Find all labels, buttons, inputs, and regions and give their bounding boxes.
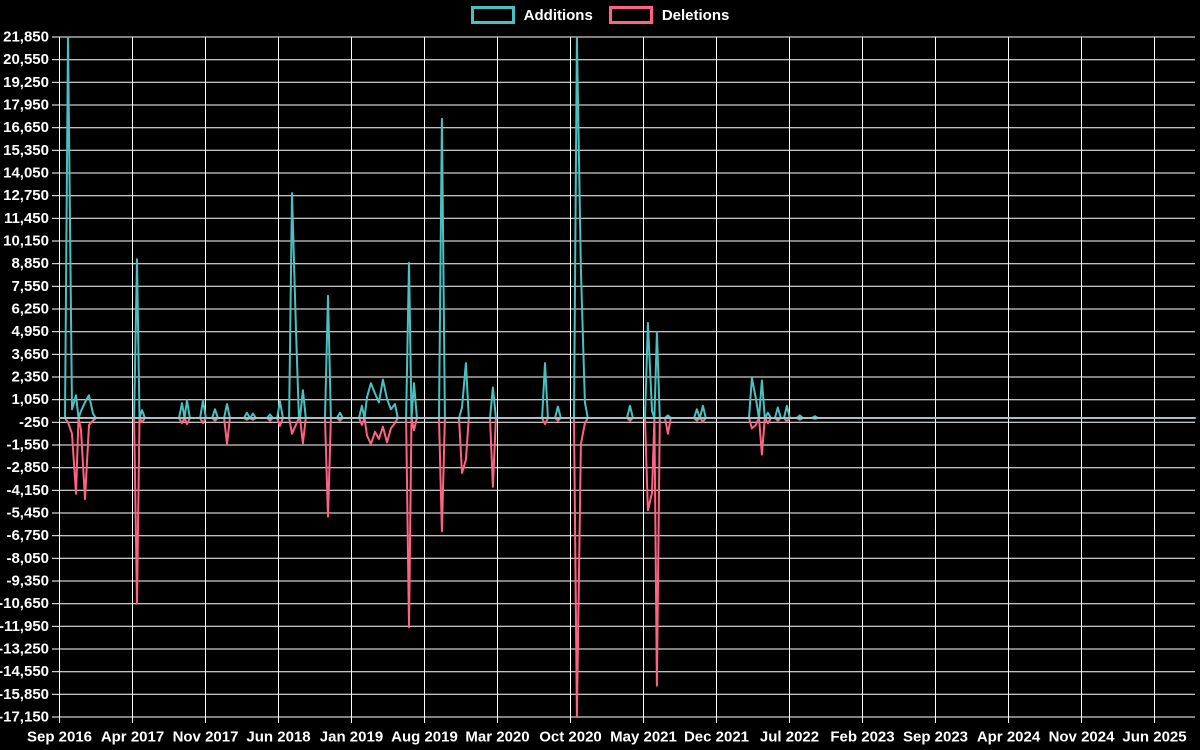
additions-line — [64, 36, 1196, 419]
chart-legend: Additions Deletions — [0, 6, 1200, 24]
x-tick-label: Nov 2017 — [173, 729, 239, 746]
y-tick-label: -250 — [19, 414, 49, 431]
y-tick-label: -2,850 — [6, 459, 49, 476]
x-tick-label: Apr 2017 — [101, 729, 164, 746]
y-tick-label: -5,450 — [6, 505, 49, 522]
x-tick-label: Jun 2025 — [1122, 729, 1186, 746]
y-tick-label: -11,950 — [0, 618, 49, 635]
x-tick-label: Nov 2024 — [1049, 729, 1116, 746]
deletions-swatch-icon — [608, 6, 653, 24]
x-tick-label: Jan 2019 — [320, 729, 383, 746]
y-tick-label: 10,150 — [3, 233, 49, 250]
x-tick-label: May 2021 — [610, 729, 677, 746]
x-tick-label: Jul 2022 — [760, 729, 819, 746]
y-tick-label: 4,950 — [11, 323, 49, 340]
y-tick-label: -13,250 — [0, 641, 49, 658]
y-tick-label: 1,050 — [11, 391, 49, 408]
x-tick-label: Dec 2021 — [684, 729, 749, 746]
deletions-legend-label: Deletions — [661, 6, 730, 24]
y-tick-label: -9,350 — [6, 573, 49, 590]
y-tick-label: -1,550 — [6, 437, 49, 454]
y-tick-label: -15,850 — [0, 686, 49, 703]
y-tick-label: 21,850 — [3, 29, 49, 46]
y-tick-label: 11,450 — [4, 210, 49, 227]
y-tick-label: 7,550 — [11, 278, 49, 295]
x-tick-label: Jun 2018 — [246, 729, 310, 746]
y-tick-label: -8,050 — [6, 550, 49, 567]
y-tick-label: 19,250 — [3, 74, 49, 91]
y-axis-labels: 21,850 20,550 19,250 17,950 16,650 15,350 14,0… — [0, 29, 49, 726]
x-tick-label: Sep 2016 — [27, 729, 92, 746]
y-tick-label: -17,150 — [0, 709, 49, 726]
y-tick-label: 17,950 — [3, 97, 49, 114]
x-tick-label: Apr 2024 — [977, 729, 1041, 746]
y-tick-label: 3,650 — [11, 346, 49, 363]
y-tick-label: 16,650 — [3, 119, 49, 136]
x-tick-label: Mar 2020 — [465, 729, 529, 746]
y-tick-label: 6,250 — [11, 301, 49, 318]
x-tick-label: Aug 2019 — [391, 729, 458, 746]
additions-swatch-icon — [470, 6, 515, 24]
x-tick-label: Oct 2020 — [539, 729, 602, 746]
y-tick-label: -4,150 — [6, 482, 49, 499]
y-tick-label: 20,550 — [3, 51, 49, 68]
y-tick-label: 12,750 — [3, 187, 49, 204]
y-tick-label: 15,350 — [3, 142, 49, 159]
y-tick-label: 2,350 — [11, 369, 49, 386]
y-tick-label: -10,650 — [0, 595, 49, 612]
x-axis-labels: Sep 2016 Apr 2017 Nov 2017 Jun 2018 Jan 2019… — [27, 729, 1187, 746]
x-tick-label: Sep 2023 — [903, 729, 968, 746]
y-tick-label: 8,850 — [11, 255, 49, 272]
legend-item-additions[interactable]: Additions — [470, 6, 593, 24]
y-tick-label: -6,750 — [6, 527, 49, 544]
gridlines — [52, 36, 1195, 723]
legend-item-deletions[interactable]: Deletions — [608, 6, 730, 24]
y-tick-label: -14,550 — [0, 663, 49, 680]
additions-legend-label: Additions — [523, 6, 593, 24]
x-tick-label: Feb 2023 — [830, 729, 894, 746]
y-tick-label: 14,050 — [3, 165, 49, 182]
